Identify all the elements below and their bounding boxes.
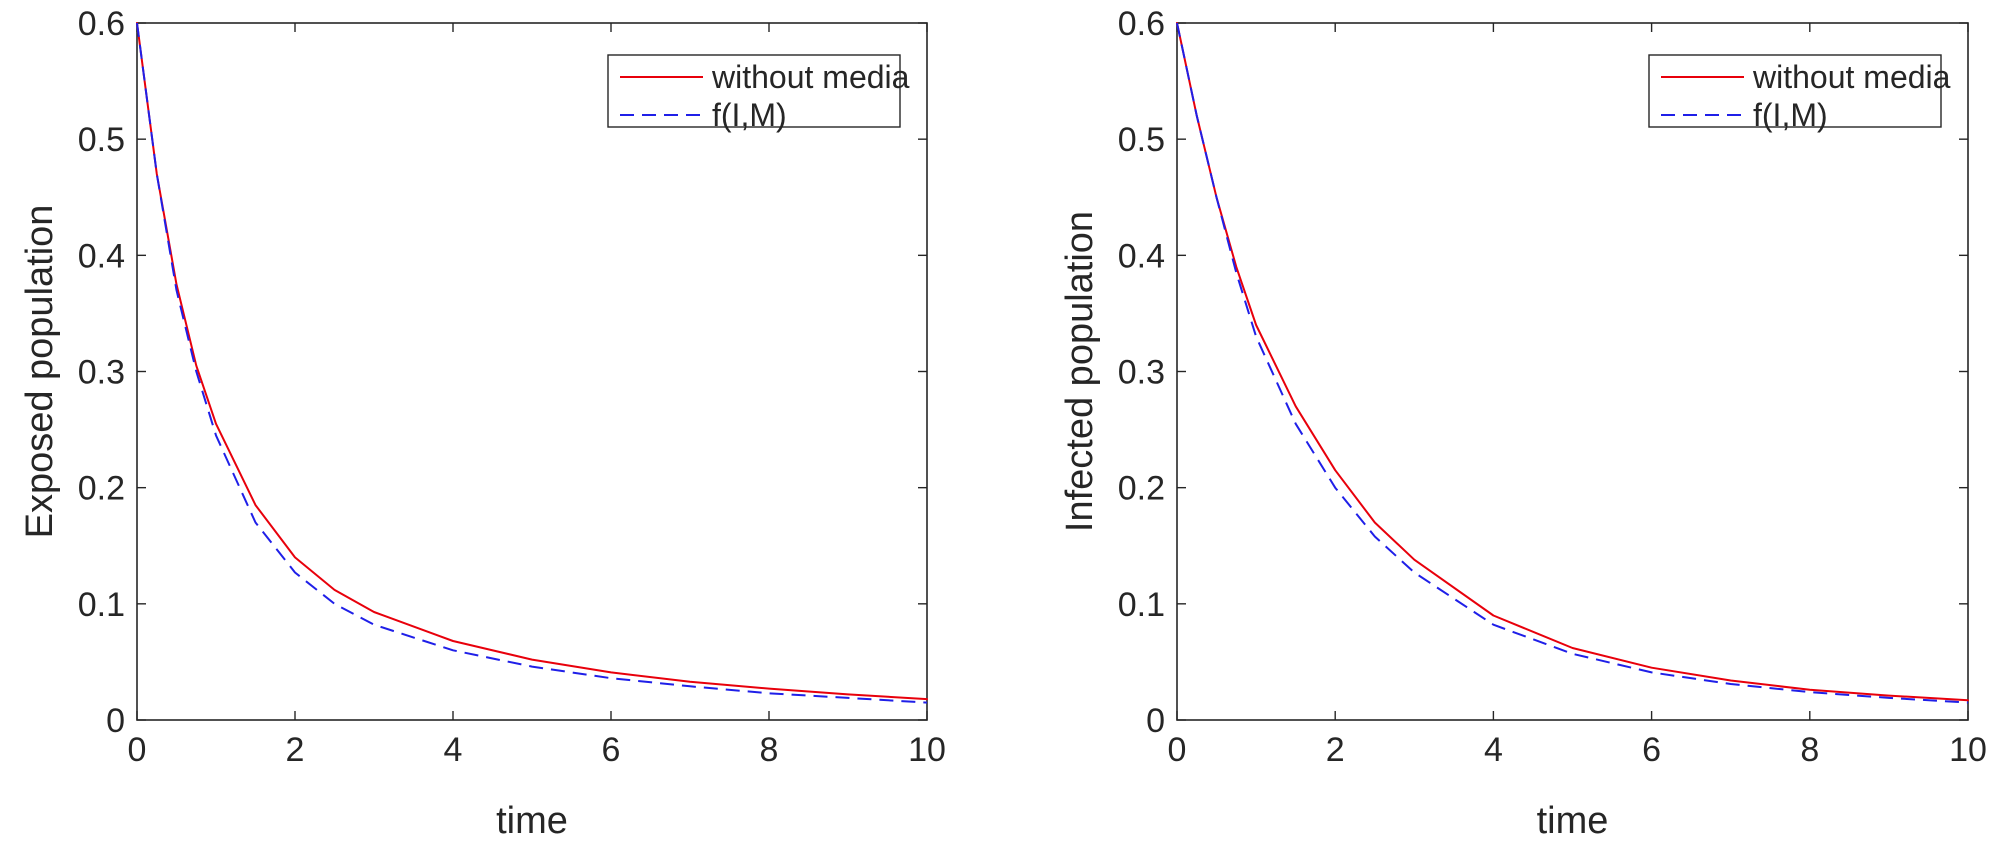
x-tick-label: 0 [1168, 731, 1187, 769]
x-tick-label: 2 [1326, 731, 1345, 769]
x-tick-label: 2 [286, 731, 305, 769]
x-tick-label: 4 [1484, 731, 1503, 769]
y-tick-label: 0.2 [1118, 470, 1165, 508]
legend-box [1648, 54, 1942, 128]
legend-entry-label: f(I,M) [1753, 97, 1828, 133]
series-line-f-i-m [136, 22, 928, 704]
legend-entry-label: without media [711, 59, 910, 95]
series-line-f-i-m [1176, 22, 1969, 704]
x-tick-label: 6 [1642, 731, 1661, 769]
plot-area [136, 22, 928, 721]
y-tick-label: 0 [1146, 702, 1165, 740]
y-tick-label: 0.3 [78, 354, 125, 392]
x-tick-label: 4 [444, 731, 463, 769]
x-axis-label: time [496, 800, 568, 842]
y-tick-label: 0 [106, 702, 125, 740]
x-axis-label: time [1537, 800, 1609, 842]
series-line-without-media [136, 22, 928, 701]
y-tick-label: 0.6 [78, 5, 125, 43]
y-axis-label: Exposed population [19, 205, 61, 539]
series-line-without-media [1176, 22, 1969, 702]
y-tick-label: 0.1 [1118, 586, 1165, 624]
y-tick-label: 0.3 [1118, 354, 1165, 392]
legend-entry-label: f(I,M) [712, 97, 787, 133]
y-tick-label: 0.5 [78, 121, 125, 159]
x-tick-label: 8 [760, 731, 779, 769]
y-tick-label: 0.5 [1118, 121, 1165, 159]
x-tick-label: 0 [128, 731, 147, 769]
y-tick-label: 0.4 [1118, 237, 1165, 275]
y-tick-label: 0.6 [1118, 5, 1165, 43]
legend-entry-label: without media [1752, 59, 1951, 95]
x-tick-label: 6 [602, 731, 621, 769]
legend-box [607, 54, 901, 128]
x-tick-label: 8 [1800, 731, 1819, 769]
plot-area [1176, 22, 1969, 721]
infected-population-panel: 0 2 4 6 8 10 0 0.1 0.2 0.3 0.4 0.5 0.6 time Infected p… [1059, 5, 1987, 842]
y-tick-label: 0.2 [78, 470, 125, 508]
y-tick-label: 0.1 [78, 586, 125, 624]
exposed-population-panel: 0 2 4 6 8 10 0 0.1 0.2 0.3 0.4 0.5 0.6 time Exposed po… [19, 5, 946, 842]
x-tick-label: 10 [908, 731, 946, 769]
y-axis-label: Infected population [1059, 211, 1101, 532]
x-tick-label: 10 [1949, 731, 1987, 769]
y-tick-label: 0.4 [78, 237, 125, 275]
